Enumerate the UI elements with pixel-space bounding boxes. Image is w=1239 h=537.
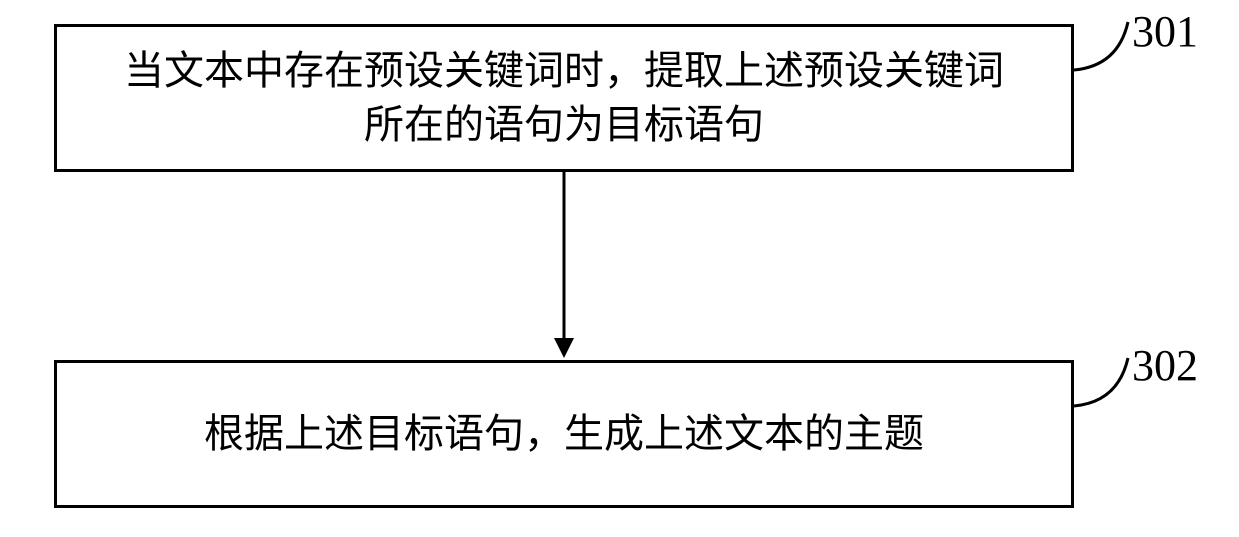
step-box-301: 当文本中存在预设关键词时，提取上述预设关键词 所在的语句为目标语句 bbox=[54, 24, 1074, 172]
flowchart-canvas: 当文本中存在预设关键词时，提取上述预设关键词 所在的语句为目标语句 301 根据… bbox=[0, 0, 1239, 537]
step-label-302: 302 bbox=[1132, 340, 1198, 391]
step-label-301: 301 bbox=[1132, 6, 1198, 57]
step-box-302: 根据上述目标语句，生成上述文本的主题 bbox=[54, 360, 1074, 508]
step-301-line1: 当文本中存在预设关键词时，提取上述预设关键词 bbox=[124, 44, 1004, 98]
callout-301 bbox=[1074, 22, 1128, 70]
step-301-line2: 所在的语句为目标语句 bbox=[364, 98, 764, 152]
callout-302 bbox=[1074, 358, 1128, 406]
step-302-line1: 根据上述目标语句，生成上述文本的主题 bbox=[204, 407, 924, 461]
